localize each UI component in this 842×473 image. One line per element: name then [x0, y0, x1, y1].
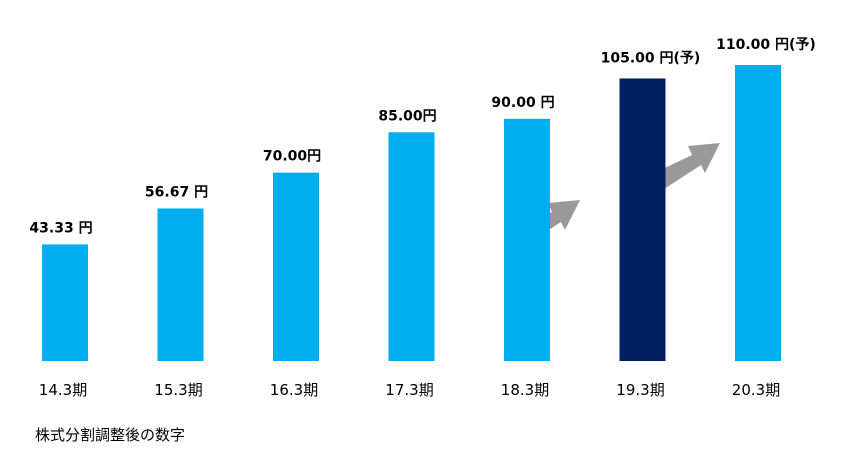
bar: [157, 208, 204, 361]
value-label: 90.00 円: [491, 95, 554, 111]
x-tick-label: 18.3期: [501, 381, 549, 399]
bar: [735, 65, 781, 361]
x-tick-label: 16.3期: [270, 381, 318, 399]
x-tick-label: 20.3期: [732, 381, 780, 399]
value-label: 70.00円: [263, 149, 321, 165]
bar: [504, 118, 550, 362]
x-tick-label: 15.3期: [154, 381, 202, 399]
value-label: 56.67 円: [145, 185, 208, 201]
bar: [273, 172, 319, 361]
value-label: 110.00 円(予): [716, 37, 816, 53]
value-label: 43.33 円: [29, 220, 92, 236]
x-tick-label: 14.3期: [39, 381, 87, 399]
value-label: 105.00 円(予): [601, 50, 701, 66]
bar: [388, 132, 435, 361]
x-tick-label: 19.3期: [616, 381, 664, 399]
x-tick-label: 17.3期: [385, 381, 433, 399]
arrow: [650, 143, 720, 193]
note: 株式分割調整後の数字: [35, 426, 185, 444]
bar: [619, 78, 666, 362]
value-label: 85.00円: [378, 108, 436, 124]
bar: [42, 244, 88, 361]
